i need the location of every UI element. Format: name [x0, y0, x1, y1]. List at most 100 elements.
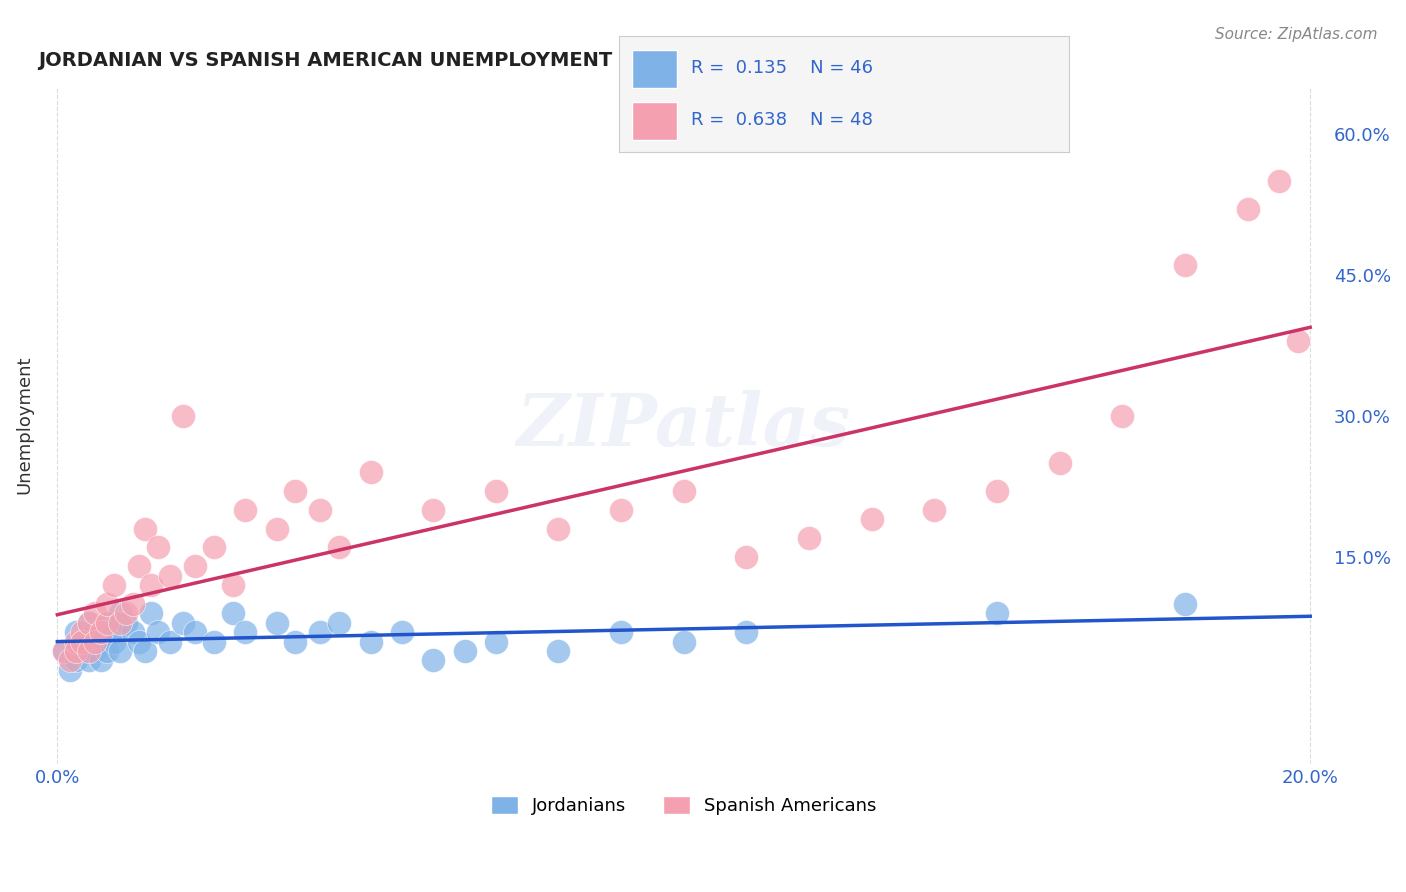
Point	[77, 615, 100, 630]
Point	[184, 559, 207, 574]
Point	[159, 634, 181, 648]
Point	[121, 597, 143, 611]
Point	[115, 615, 138, 630]
Point	[547, 644, 569, 658]
Point	[103, 578, 125, 592]
Point	[90, 625, 112, 640]
Point	[610, 625, 633, 640]
Point	[309, 503, 332, 517]
Point	[72, 625, 94, 640]
Point	[65, 644, 87, 658]
Point	[96, 615, 118, 630]
Point	[485, 634, 508, 648]
Point	[284, 634, 307, 648]
Point	[121, 625, 143, 640]
Point	[52, 644, 75, 658]
Point	[77, 644, 100, 658]
Point	[547, 522, 569, 536]
Point	[309, 625, 332, 640]
Point	[146, 625, 169, 640]
Point	[360, 465, 382, 479]
Point	[233, 503, 256, 517]
Point	[222, 578, 245, 592]
Point	[422, 653, 444, 667]
Point	[72, 634, 94, 648]
Point	[172, 409, 194, 423]
Point	[65, 625, 87, 640]
Point	[1111, 409, 1133, 423]
Point	[90, 653, 112, 667]
Point	[128, 559, 150, 574]
Point	[485, 483, 508, 498]
Point	[141, 607, 163, 621]
Point	[672, 634, 695, 648]
Point	[328, 615, 350, 630]
Point	[134, 522, 156, 536]
Point	[797, 531, 820, 545]
Point	[96, 597, 118, 611]
Point	[986, 483, 1008, 498]
Point	[610, 503, 633, 517]
Point	[84, 607, 107, 621]
Point	[284, 483, 307, 498]
Point	[96, 644, 118, 658]
Point	[735, 625, 758, 640]
Point	[108, 607, 131, 621]
Point	[360, 634, 382, 648]
Point	[422, 503, 444, 517]
Point	[108, 644, 131, 658]
Point	[184, 625, 207, 640]
Point	[266, 522, 288, 536]
Point	[52, 644, 75, 658]
Point	[1236, 202, 1258, 216]
Y-axis label: Unemployment: Unemployment	[15, 356, 32, 494]
Point	[860, 512, 883, 526]
Point	[328, 541, 350, 555]
Point	[233, 625, 256, 640]
Point	[108, 615, 131, 630]
Point	[202, 541, 225, 555]
Point	[90, 634, 112, 648]
Point	[77, 615, 100, 630]
Point	[84, 625, 107, 640]
Point	[1049, 456, 1071, 470]
Point	[59, 653, 82, 667]
Point	[266, 615, 288, 630]
FancyBboxPatch shape	[633, 50, 678, 87]
Point	[103, 625, 125, 640]
Point	[1268, 173, 1291, 187]
Point	[453, 644, 475, 658]
Point	[1174, 597, 1197, 611]
Point	[1286, 334, 1309, 348]
Point	[735, 549, 758, 564]
Point	[159, 568, 181, 582]
Text: R =  0.638    N = 48: R = 0.638 N = 48	[690, 112, 873, 129]
Point	[65, 634, 87, 648]
Point	[986, 607, 1008, 621]
Text: ZIPatlas: ZIPatlas	[517, 390, 851, 460]
Point	[924, 503, 946, 517]
Point	[202, 634, 225, 648]
Point	[391, 625, 413, 640]
Point	[222, 607, 245, 621]
Point	[96, 615, 118, 630]
Point	[59, 663, 82, 677]
FancyBboxPatch shape	[633, 102, 678, 140]
Point	[134, 644, 156, 658]
Text: Source: ZipAtlas.com: Source: ZipAtlas.com	[1215, 27, 1378, 42]
Point	[1174, 258, 1197, 272]
Point	[141, 578, 163, 592]
Point	[146, 541, 169, 555]
Point	[672, 483, 695, 498]
Point	[72, 634, 94, 648]
Point	[103, 634, 125, 648]
Point	[72, 644, 94, 658]
Point	[77, 634, 100, 648]
Legend: Jordanians, Spanish Americans: Jordanians, Spanish Americans	[484, 789, 884, 822]
Text: R =  0.135    N = 46: R = 0.135 N = 46	[690, 59, 873, 77]
Point	[115, 607, 138, 621]
Point	[77, 653, 100, 667]
Point	[65, 653, 87, 667]
Point	[172, 615, 194, 630]
Text: JORDANIAN VS SPANISH AMERICAN UNEMPLOYMENT CORRELATION CHART: JORDANIAN VS SPANISH AMERICAN UNEMPLOYME…	[38, 51, 853, 70]
